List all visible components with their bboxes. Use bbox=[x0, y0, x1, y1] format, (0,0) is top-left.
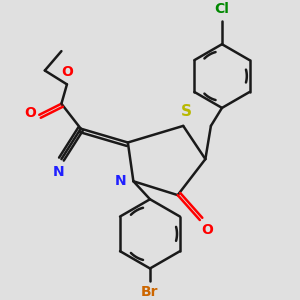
Text: O: O bbox=[201, 223, 213, 237]
Text: N: N bbox=[53, 165, 64, 179]
Text: O: O bbox=[24, 106, 36, 120]
Text: Br: Br bbox=[141, 285, 159, 299]
Text: S: S bbox=[181, 104, 191, 119]
Text: N: N bbox=[115, 174, 127, 188]
Text: O: O bbox=[61, 65, 73, 80]
Text: Cl: Cl bbox=[214, 2, 230, 16]
